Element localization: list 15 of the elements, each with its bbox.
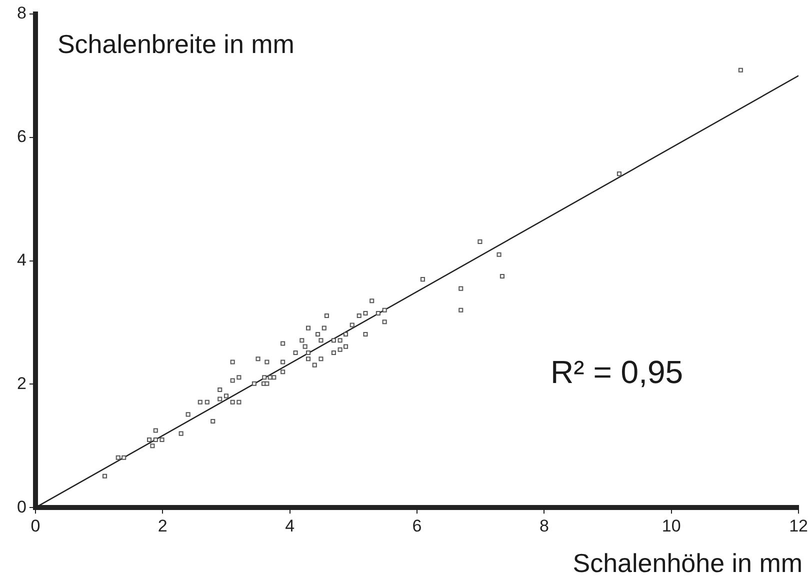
y-tick-label: 0 (16, 497, 26, 516)
y-tick-label: 4 (16, 250, 26, 270)
y-tick-label: 6 (16, 127, 26, 146)
x-tick-label: 4 (285, 516, 295, 536)
x-tick-label: 12 (789, 516, 808, 536)
y-axis-title: Schalenbreite in mm (57, 29, 294, 60)
annotation: R² = 0,95 (550, 354, 684, 390)
x-tick-label: 8 (539, 516, 549, 536)
x-tick-label: 6 (412, 516, 422, 536)
x-axis-title: Schalenhöhe in mm (572, 548, 803, 578)
y-tick-label: 8 (16, 4, 26, 23)
x-tick-label: 0 (30, 516, 40, 536)
x-tick-label: 10 (662, 516, 681, 536)
y-tick-label: 2 (16, 374, 26, 393)
x-tick-label: 2 (158, 516, 168, 536)
